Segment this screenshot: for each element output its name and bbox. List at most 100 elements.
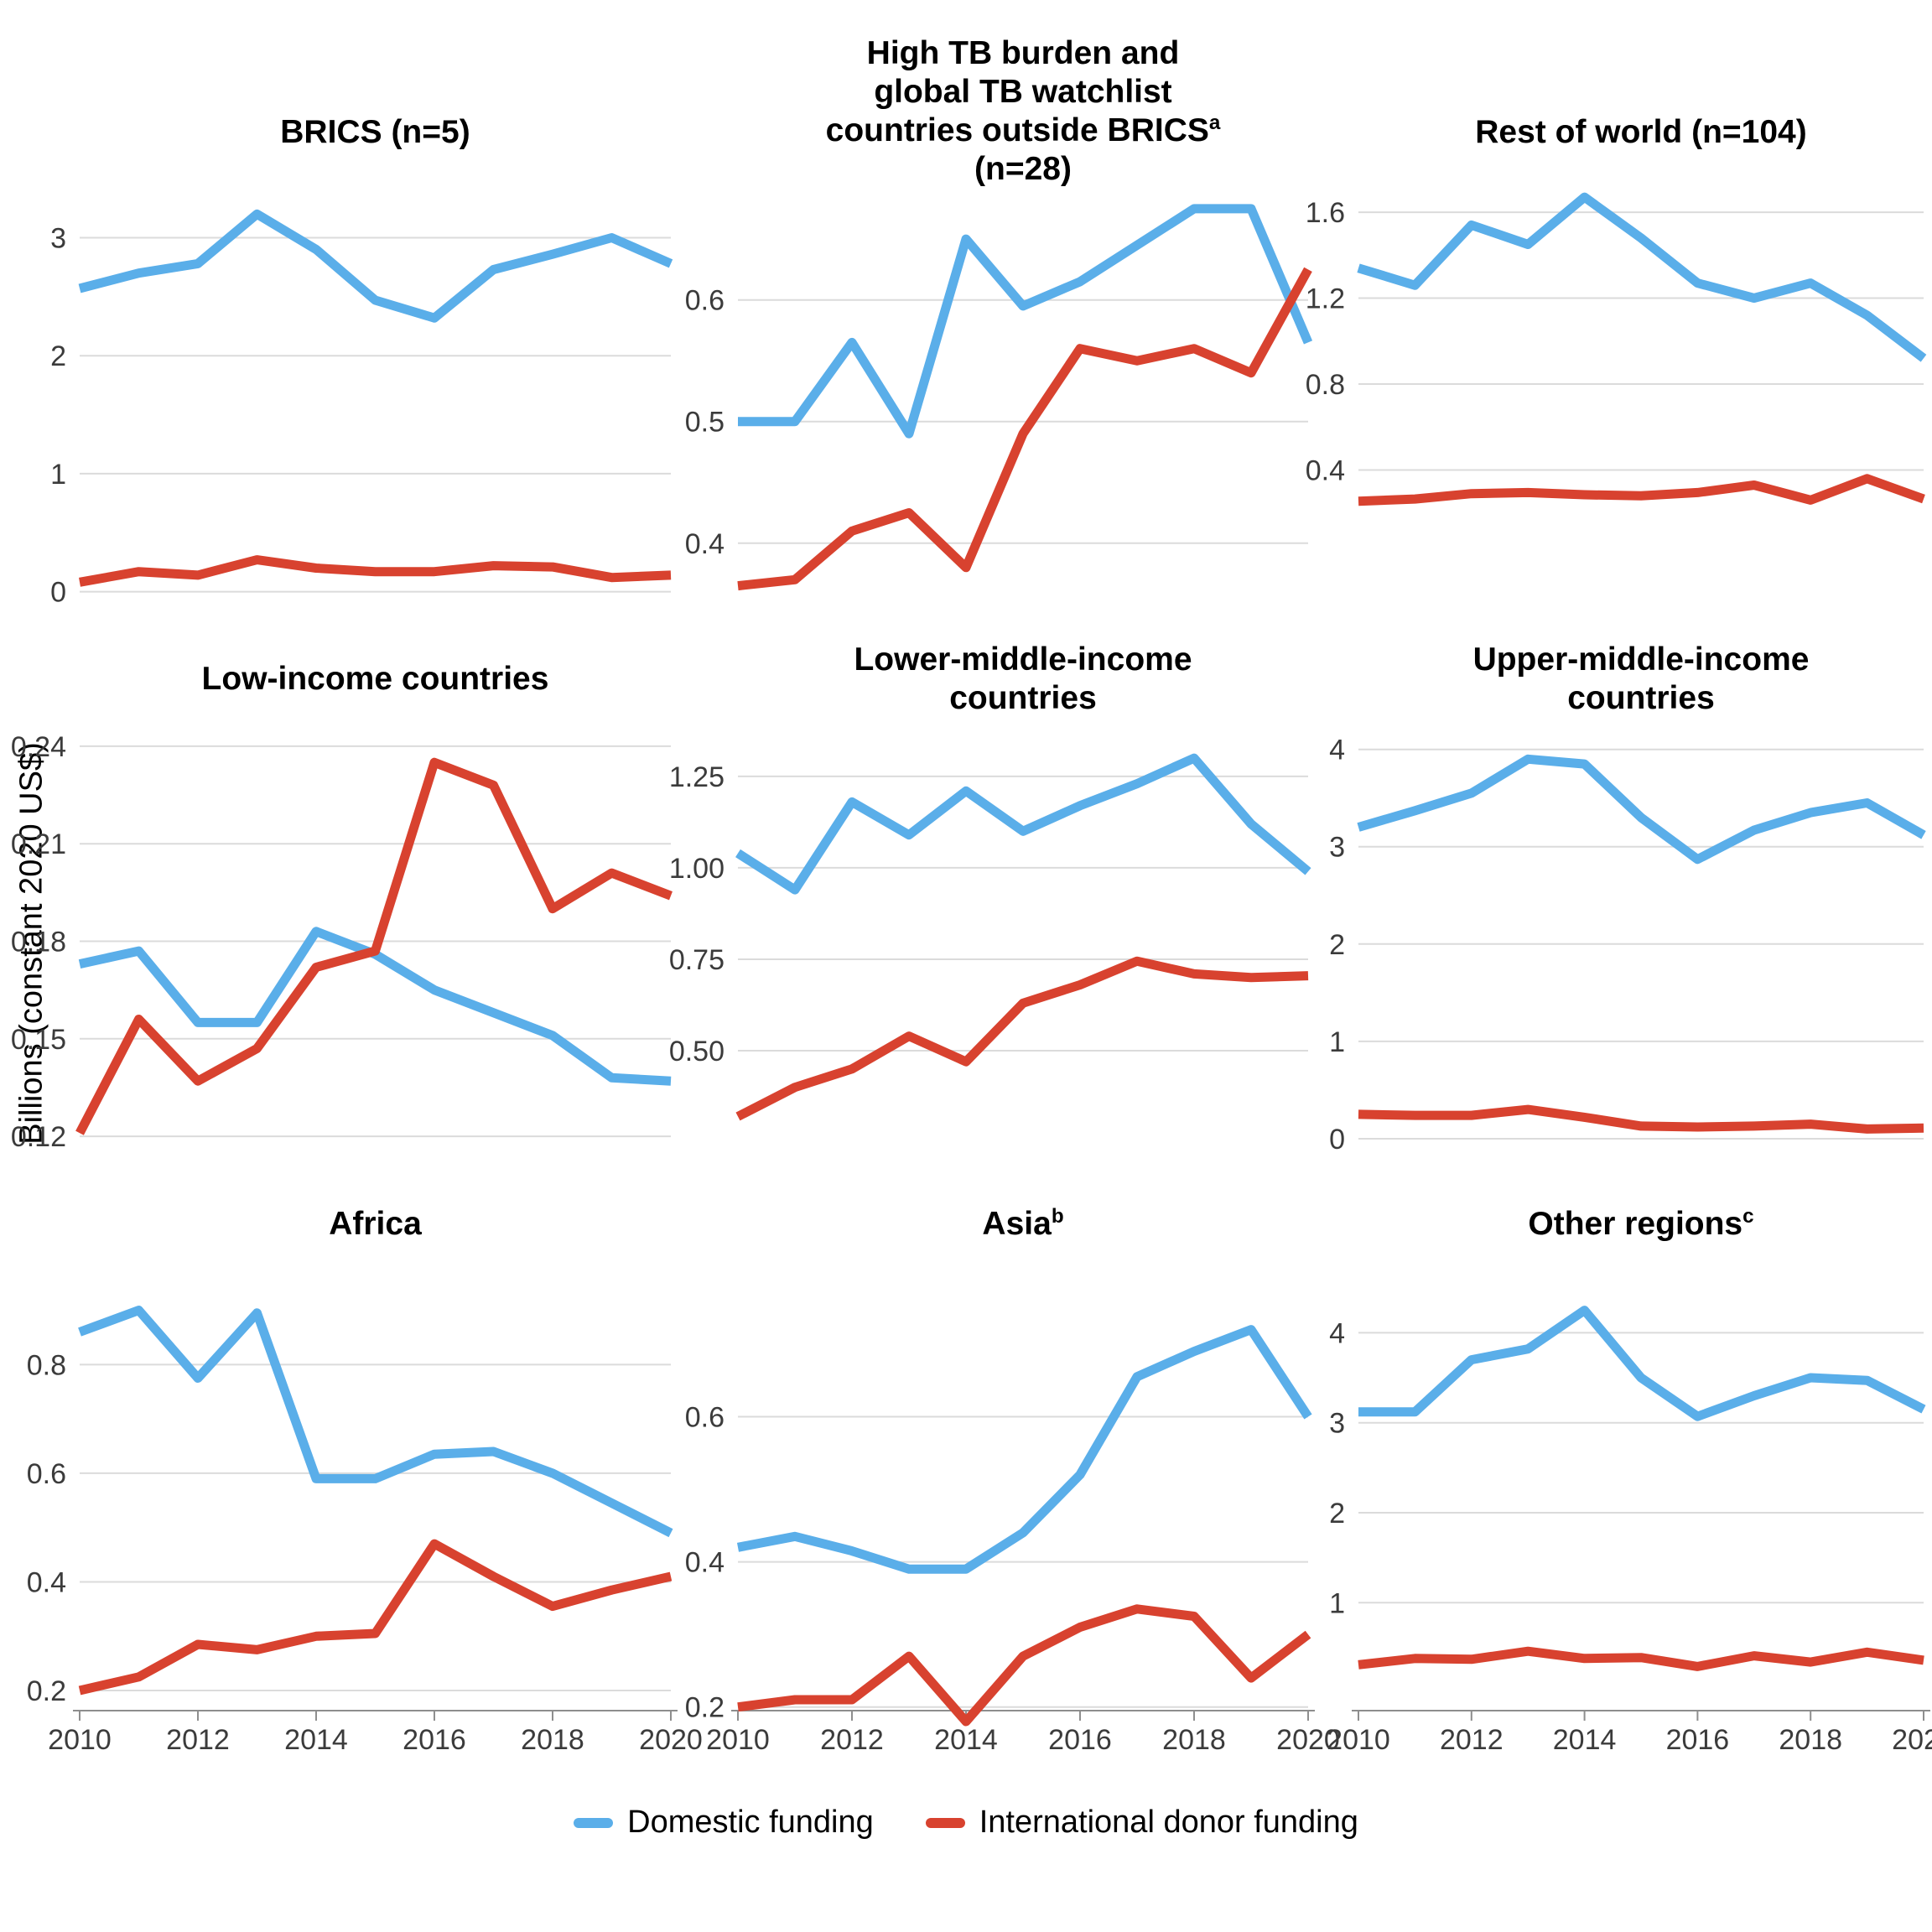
- panel-title-high-tb-watchlist: High TB burden and global TB watchlist cou…: [825, 35, 1221, 187]
- footnote-marker: b: [1051, 1205, 1064, 1228]
- panel-title-rest-of-world: Rest of world (n=104): [1475, 114, 1807, 150]
- domestic-funding-line: [1357, 754, 1926, 865]
- x-tick-label: 2016: [1048, 1724, 1112, 1756]
- x-tick-label: 2018: [521, 1724, 584, 1756]
- rest-of-world-line-chart: 0.4 0.8 1.2 1.6: [1306, 192, 1927, 506]
- donor-funding-line: [737, 267, 1312, 591]
- domestic-funding-line: [78, 209, 673, 323]
- y-tick-label: 0: [50, 577, 66, 609]
- international-donor-funding-swatch: [925, 1817, 965, 1828]
- donor-funding-line: [78, 1539, 673, 1696]
- legend: Domestic funding International donor fun…: [0, 1805, 1932, 1841]
- chart-panel-rest-of-world: Rest of world (n=104) 0.4 0.8 1.2 1.6: [1306, 0, 1932, 633]
- other-regions-line-chart: 1 2 3 4 2010 2012 2014 2016 2018 2020: [1327, 1306, 1932, 1756]
- y-tick-label: 0.50: [669, 1036, 724, 1067]
- y-tick-label: 0.4: [685, 1547, 724, 1579]
- y-tick-label: 0.4: [27, 1567, 66, 1599]
- x-tick-label: 2012: [1440, 1724, 1504, 1756]
- y-tick-label: 1: [1329, 1026, 1345, 1058]
- chart-panel-brics: BRICS (n=5) 0 1 2 3: [0, 0, 679, 633]
- chart-panel-lower-middle-income: Lower-middle-income countries 0.50 0.75 1.00…: [669, 633, 1325, 1174]
- donor-funding-line: [735, 956, 1309, 1121]
- x-tick-label: 2020: [1892, 1724, 1932, 1756]
- x-tick-label: 2016: [402, 1724, 466, 1756]
- y-tick-label: 0.24: [11, 731, 66, 763]
- domestic-funding-line: [736, 1325, 1312, 1574]
- y-tick-label: 0.6: [685, 1402, 724, 1434]
- chart-panel-africa: Africa 0.2 0.4 0.6 0.8 2010 2012 2014 2016 2018 20…: [0, 1174, 703, 1778]
- y-tick-label: 0.4: [1306, 455, 1345, 487]
- asia-line-chart: 0.2 0.4 0.6 2010 2012 2014 2016 2018 2020: [685, 1325, 1340, 1756]
- lower-middle-income-line-chart: 0.50 0.75 1.00 1.25: [669, 753, 1311, 1121]
- panel-title-low-income: Low-income countries: [201, 661, 549, 697]
- panel-title-upper-middle-income: Upper-middle-income countries: [1472, 641, 1810, 716]
- panel-title-asia: Asiab: [982, 1205, 1064, 1242]
- y-tick-label: 0: [1329, 1124, 1345, 1156]
- footnote-marker: a: [1208, 112, 1221, 134]
- donor-funding-line: [1358, 1646, 1924, 1671]
- donor-funding-line: [79, 555, 672, 587]
- y-tick-label: 3: [1329, 832, 1345, 864]
- x-tick-label: 2016: [1666, 1724, 1730, 1756]
- panel-title-lower-middle-income: Lower-middle-income countries: [854, 641, 1192, 716]
- x-tick-label: 2012: [820, 1724, 884, 1756]
- y-tick-label: 2: [1329, 1498, 1345, 1530]
- y-tick-label: 0.75: [669, 944, 724, 976]
- x-tick-label: 2010: [706, 1724, 770, 1756]
- donor-funding-line: [737, 1604, 1311, 1727]
- y-tick-label: 1: [50, 459, 66, 491]
- legend-label-domestic-funding: Domestic funding: [627, 1805, 874, 1840]
- x-tick-label: 2010: [1327, 1724, 1390, 1756]
- y-tick-label: 0.5: [685, 407, 724, 439]
- y-tick-label: 0.6: [27, 1458, 66, 1490]
- domestic-funding-line: [78, 1306, 673, 1538]
- y-tick-label: 2: [50, 340, 66, 372]
- x-tick-label: 2020: [1276, 1724, 1340, 1756]
- legend-label-international-donor-funding: International donor funding: [979, 1805, 1358, 1840]
- x-tick-label: 2014: [934, 1724, 998, 1756]
- y-tick-label: 0.8: [1306, 369, 1345, 401]
- y-tick-label: 4: [1329, 1317, 1345, 1349]
- y-tick-label: 1.00: [669, 853, 724, 885]
- x-tick-label: 2018: [1162, 1724, 1226, 1756]
- chart-panel-other-regions: Other regionsc 1 2 3 4 2010 2012 2014 2016 2018 20…: [1325, 1174, 1932, 1778]
- domestic-funding-line: [1358, 1306, 1926, 1421]
- footnote-marker: c: [1742, 1205, 1754, 1228]
- legend-item-domestic-funding: Domestic funding: [574, 1805, 874, 1841]
- chart-panel-asia: Asiab 0.2 0.4 0.6 2010 2012 2014 2016 2018 2020: [679, 1174, 1340, 1778]
- domestic-funding-line: [738, 204, 1313, 439]
- x-tick-label: 2010: [48, 1724, 112, 1756]
- domestic-funding-swatch: [574, 1817, 614, 1828]
- x-tick-label: 2012: [166, 1724, 230, 1756]
- y-tick-label: 0.8: [27, 1349, 66, 1381]
- y-tick-label: 3: [50, 223, 66, 255]
- domestic-funding-line: [1357, 192, 1927, 362]
- chart-panel-low-income: Low-income countries 0.12 0.15 0.18 0.21 0.24: [0, 633, 679, 1174]
- y-tick-label: 4: [1329, 735, 1345, 766]
- y-tick-label: 0.6: [685, 285, 724, 317]
- panel-title-other-regions: Other regionsc: [1528, 1205, 1754, 1242]
- legend-item-international-donor-funding: International donor funding: [925, 1805, 1358, 1841]
- y-tick-label: 0.4: [685, 528, 724, 560]
- y-tick-label: 0.21: [11, 828, 66, 860]
- upper-middle-income-line-chart: 0 1 2 3 4: [1329, 735, 1926, 1156]
- chart-panel-upper-middle-income: Upper-middle-income countries 0 1 2 3 4: [1325, 633, 1932, 1174]
- donor-funding-line: [1358, 1104, 1924, 1134]
- x-tick-label: 2014: [284, 1724, 348, 1756]
- x-tick-label: 2014: [1553, 1724, 1617, 1756]
- y-tick-label: 0.18: [11, 927, 66, 958]
- panel-title-brics: BRICS (n=5): [280, 114, 470, 150]
- donor-funding-line: [1358, 474, 1925, 506]
- y-tick-label: 2: [1329, 929, 1345, 961]
- y-tick-label: 0.2: [685, 1692, 724, 1724]
- y-tick-label: 3: [1329, 1408, 1345, 1440]
- chart-panel-high-tb-watchlist: High TB burden and global TB watchlist cou…: [679, 0, 1325, 633]
- y-tick-label: 1.6: [1306, 197, 1345, 229]
- domestic-funding-line: [735, 753, 1311, 895]
- y-tick-label: 1.2: [1306, 283, 1345, 315]
- x-tick-label: 2018: [1779, 1724, 1842, 1756]
- africa-line-chart: 0.2 0.4 0.6 0.8 2010 2012 2014 2016 2018 2020: [27, 1306, 703, 1756]
- high-tb-watchlist-line-chart: 0.4 0.5 0.6: [685, 204, 1313, 591]
- donor-funding-line: [75, 757, 673, 1135]
